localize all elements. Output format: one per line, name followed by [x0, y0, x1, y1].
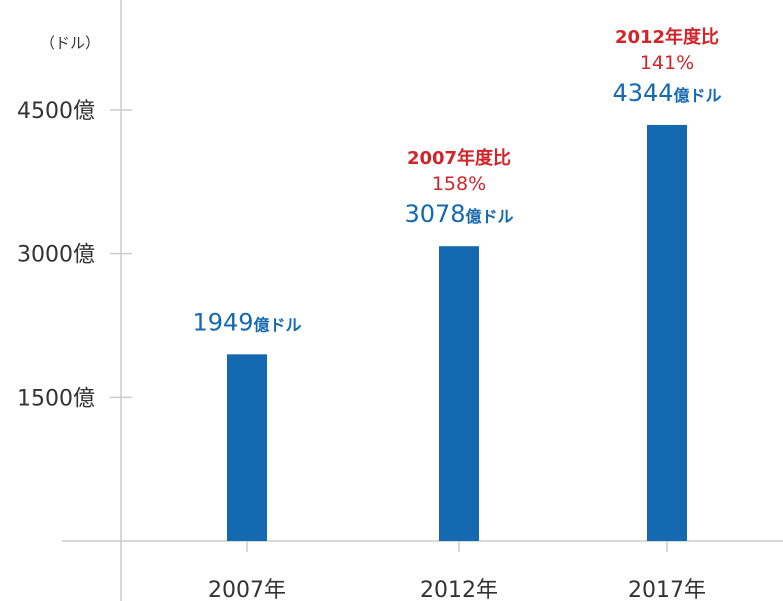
comparison-label-line1: 2012年度比	[615, 26, 719, 48]
value-unit: 億ドル	[674, 86, 722, 105]
value-label: 4344億ドル	[612, 79, 721, 107]
y-unit-label: （ドル）	[40, 34, 100, 52]
x-tick-label: 2017年	[628, 578, 706, 601]
value-number: 3078	[404, 200, 465, 228]
y-ticks: 1500億 3000億 4500億	[17, 99, 132, 411]
value-number: 4344	[612, 79, 673, 107]
y-tick-label: 1500億	[17, 386, 95, 411]
comparison-label-line2: 141%	[640, 52, 694, 74]
x-ticks: 2007年 2012年 2017年	[208, 532, 706, 601]
value-number: 1949	[192, 308, 253, 336]
bar-2007年	[227, 354, 267, 541]
comparison-label-line1: 2007年度比	[407, 147, 511, 169]
x-tick-label: 2007年	[208, 578, 286, 601]
value-label: 1949億ドル	[192, 308, 301, 336]
value-labels: 1949億ドル3078億ドル2007年度比158%4344億ドル2012年度比1…	[192, 26, 721, 336]
value-label: 3078億ドル	[404, 200, 513, 228]
bar-2012年	[439, 246, 479, 542]
y-tick-label: 4500億	[17, 99, 95, 124]
bars	[227, 124, 687, 542]
bar-2017年	[647, 124, 687, 541]
comparison-label-line2: 158%	[432, 173, 486, 195]
x-tick-label: 2012年	[420, 578, 498, 601]
y-tick-label: 3000億	[17, 243, 95, 268]
value-unit: 億ドル	[254, 315, 302, 334]
value-unit: 億ドル	[466, 207, 514, 226]
